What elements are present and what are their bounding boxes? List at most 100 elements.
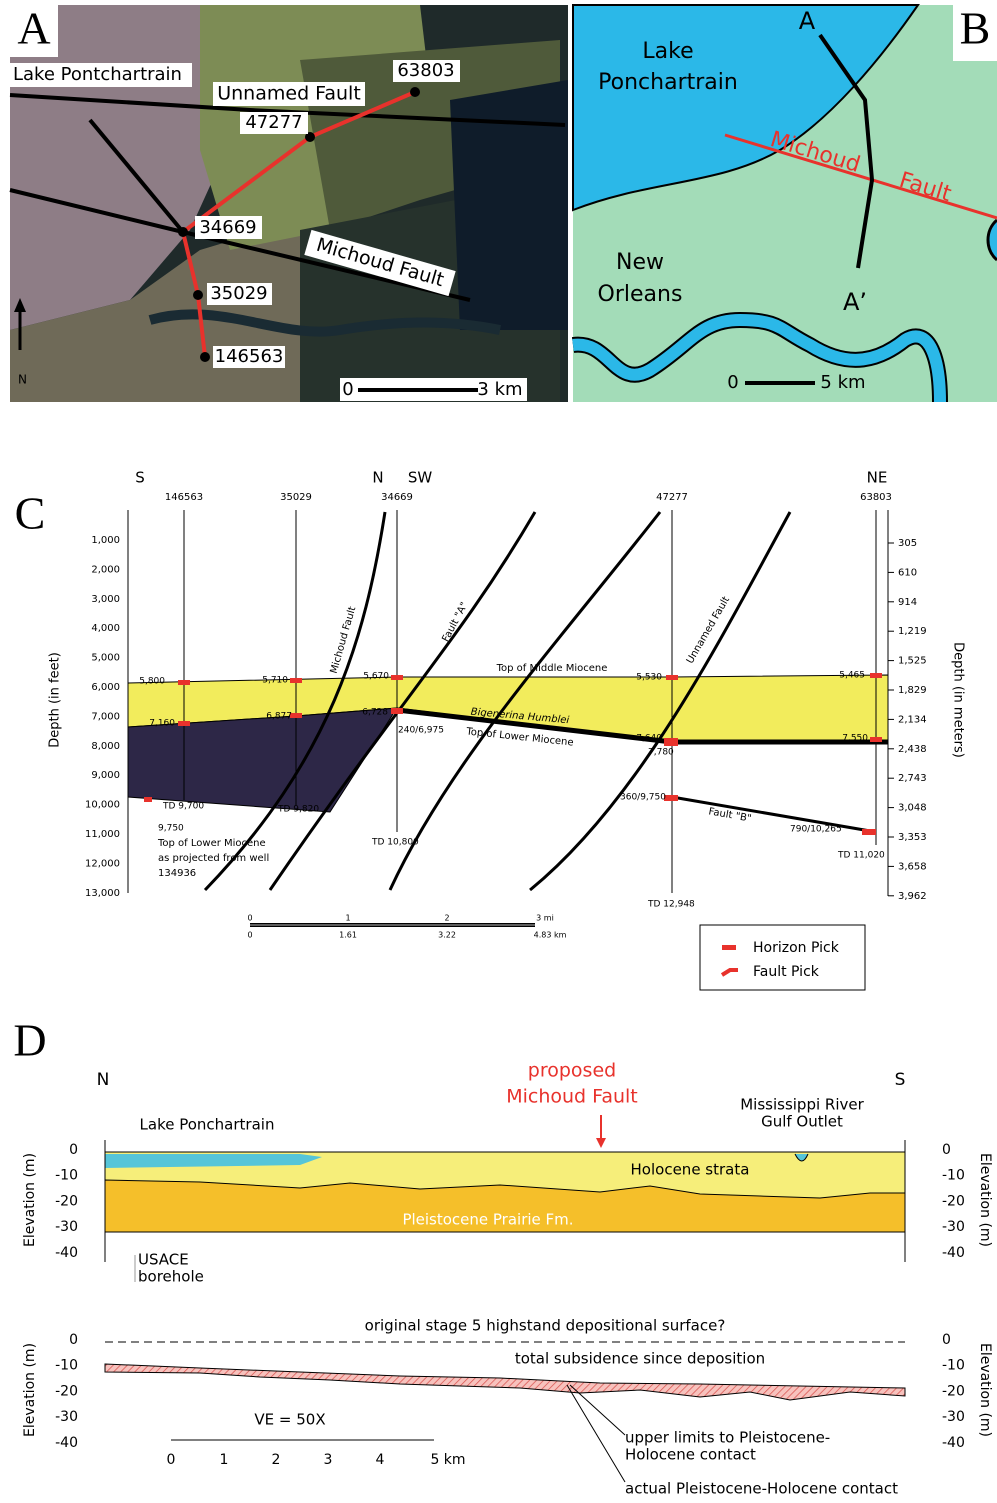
panel-letter: D: [13, 1015, 46, 1066]
label: 0: [247, 914, 252, 923]
label: 0: [247, 931, 252, 940]
well-label: 63803: [860, 492, 892, 503]
pick-label: 9,750: [158, 824, 184, 834]
shape: [148, 309, 501, 337]
tick-label: 0: [942, 1332, 951, 1348]
shape: [986, 218, 997, 262]
tick-label: -10: [942, 1358, 965, 1374]
pick-label: TD 12,948: [647, 900, 695, 910]
label: actual Pleistocene-Holocene contact: [625, 1480, 898, 1498]
label: 1: [345, 914, 350, 923]
label: total subsidence since deposition: [515, 1350, 765, 1368]
label: 3 mi: [536, 914, 554, 923]
panel-letter: B: [960, 3, 991, 54]
pick-label: 7,160: [149, 719, 175, 729]
label: S: [895, 1070, 906, 1090]
tick-label: 1,000: [91, 535, 120, 546]
label: Michoud Fault: [506, 1086, 638, 1108]
label: 2: [272, 1452, 281, 1468]
tick-label: 12,000: [85, 858, 120, 869]
shape: [566, 1384, 626, 1483]
tick-label: 3,658: [898, 861, 927, 872]
tick-label: -30: [55, 1409, 78, 1425]
label: 3 km: [477, 379, 522, 400]
tick-label: 8,000: [91, 741, 120, 752]
label: N: [97, 1070, 110, 1090]
tick-label: 9,000: [91, 770, 120, 781]
label: 0: [727, 372, 738, 393]
tick-label: 2,743: [898, 773, 927, 784]
tick-label: 914: [898, 597, 917, 608]
shape: [213, 346, 285, 368]
axis-label: Elevation (m): [22, 1153, 38, 1247]
tick-label: 2,438: [898, 744, 927, 755]
label: S: [135, 469, 145, 487]
shape: [178, 227, 188, 237]
well-label: 35029: [280, 492, 312, 503]
tick-label: 11,000: [85, 829, 120, 840]
shape: [666, 675, 678, 680]
label: Holocene strata: [631, 1161, 750, 1179]
tick-label: 3,353: [898, 832, 927, 843]
pick-label: 7,550: [842, 734, 868, 744]
shape: [572, 4, 920, 212]
shape: [724, 133, 997, 220]
shape: [596, 1138, 606, 1148]
shape: [450, 80, 568, 330]
shape: [722, 945, 736, 950]
shape: [391, 675, 403, 680]
pick-label: TD 9,820: [277, 805, 319, 815]
label: SW: [408, 469, 433, 487]
label: VE = 50X: [254, 1411, 325, 1429]
panel-d-section: [104, 1115, 906, 1483]
panel-letter: A: [17, 3, 50, 54]
shape: [240, 112, 308, 134]
tick-label: -10: [55, 1358, 78, 1374]
tick-label: -30: [942, 1219, 965, 1235]
well-label: 34669: [199, 217, 256, 238]
shape: [290, 678, 302, 683]
label: NE: [867, 469, 888, 487]
shape: [818, 33, 875, 269]
tick-label: 0: [69, 1142, 78, 1158]
pick-label: 5,530: [636, 673, 662, 683]
tick-label: 5,000: [91, 653, 120, 664]
tick-label: 0: [69, 1332, 78, 1348]
pick-label: 240/6,975: [398, 726, 444, 736]
well-label: 35029: [210, 283, 267, 304]
tick-label: -20: [55, 1383, 78, 1399]
label: Michoud Fault: [329, 605, 359, 675]
shape: [391, 708, 403, 714]
legend-label: Horizon Pick: [753, 940, 840, 956]
pick-label: TD 10,800: [371, 838, 419, 848]
tick-label: -10: [942, 1168, 965, 1184]
pick-label: 5,800: [139, 677, 165, 687]
shape: [572, 313, 946, 403]
axis-label: Depth (in meters): [951, 642, 966, 758]
label: Lake: [642, 39, 693, 64]
label: proposed: [528, 1060, 616, 1082]
pick-label: 5,465: [839, 671, 865, 681]
tick-label: 1,219: [898, 626, 927, 637]
axis-label: Elevation (m): [977, 1153, 993, 1247]
tick-label: -40: [55, 1435, 78, 1451]
label: 3: [324, 1452, 333, 1468]
shape: [664, 738, 678, 746]
label: Fault "A": [440, 601, 470, 644]
tick-label: 610: [898, 567, 917, 578]
shape: [203, 511, 387, 892]
tick-label: 1,829: [898, 685, 927, 696]
label: 3.22: [438, 931, 456, 940]
shape: [664, 795, 678, 801]
label: original stage 5 highstand depositional …: [365, 1317, 726, 1335]
panel-letter: C: [15, 488, 46, 539]
shape: [870, 737, 882, 742]
pick-label: 6,877: [266, 712, 292, 722]
shape: [290, 713, 302, 718]
shape: [200, 352, 210, 362]
pick-label: 5,670: [363, 672, 389, 682]
well-label: 146563: [215, 346, 284, 367]
label: Top of Middle Miocene: [496, 663, 608, 674]
well-label: 34669: [381, 492, 413, 503]
